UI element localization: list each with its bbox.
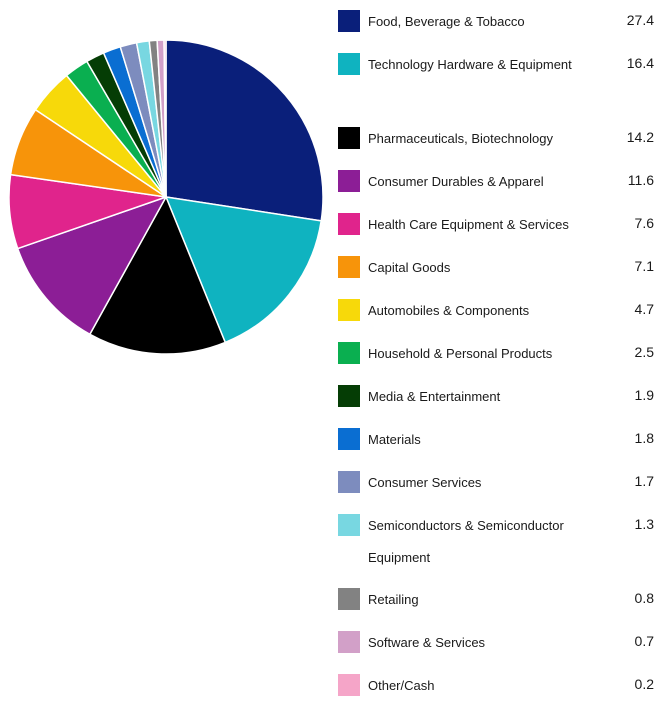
- legend-swatch: [338, 674, 360, 696]
- legend-value: 0.7: [634, 633, 654, 649]
- legend-swatch: [338, 127, 360, 149]
- pie-slice: [163, 39, 167, 198]
- legend-swatch: [338, 256, 360, 278]
- legend-swatch: [338, 299, 360, 321]
- legend-value: 11.6: [627, 172, 654, 188]
- pie-slice: [89, 196, 226, 355]
- legend-value: 0.8: [634, 590, 654, 606]
- legend-swatch: [338, 342, 360, 364]
- legend-swatch: [338, 53, 360, 75]
- pie-slice: [165, 39, 324, 222]
- legend-label: Automobiles & Components: [368, 303, 530, 318]
- pie-chart: [8, 39, 324, 355]
- legend-label: Consumer Services: [368, 475, 482, 490]
- legend-label: Household & Personal Products: [368, 346, 553, 361]
- legend-value: 0.2: [634, 676, 654, 692]
- legend-value: 1.8: [634, 430, 654, 446]
- legend-value: 1.3: [634, 516, 654, 532]
- pie-slice: [16, 196, 167, 336]
- legend-label: Technology Hardware & Equipment: [368, 57, 572, 72]
- legend-label: Materials: [368, 432, 421, 447]
- legend-label: Pharmaceuticals, Biotechnology: [368, 131, 553, 146]
- legend-value: 14.2: [626, 129, 654, 145]
- legend-swatch: [338, 471, 360, 493]
- legend-label: Consumer Durables & Apparel: [368, 174, 544, 189]
- legend-label: Semiconductors & Semiconductor Equipment: [368, 518, 564, 565]
- legend-label: Software & Services: [368, 635, 486, 650]
- legend-value: 1.7: [634, 473, 654, 489]
- legend-value: 7.6: [634, 215, 654, 231]
- pie-slice: [165, 196, 322, 344]
- legend-swatch: [338, 631, 360, 653]
- legend-label: Health Care Equipment & Services: [368, 217, 569, 232]
- legend-swatch: [338, 428, 360, 450]
- legend-label: Food, Beverage & Tobacco: [368, 14, 525, 29]
- legend-value: 1.9: [634, 387, 654, 403]
- legend-value: 4.7: [634, 301, 654, 317]
- legend-label: Media & Entertainment: [368, 389, 501, 404]
- legend-swatch: [338, 385, 360, 407]
- legend-label: Retailing: [368, 592, 419, 607]
- legend-value: 2.5: [634, 344, 654, 360]
- legend-value: 27.4: [626, 12, 654, 28]
- legend-swatch: [338, 514, 360, 536]
- legend-swatch: [338, 588, 360, 610]
- legend-swatch: [338, 170, 360, 192]
- legend-value: 16.4: [626, 55, 654, 71]
- legend-swatch: [338, 10, 360, 32]
- legend-label: Capital Goods: [368, 260, 451, 275]
- legend-value: 7.1: [634, 258, 654, 274]
- legend-label: Other/Cash: [368, 678, 435, 693]
- legend-swatch: [338, 213, 360, 235]
